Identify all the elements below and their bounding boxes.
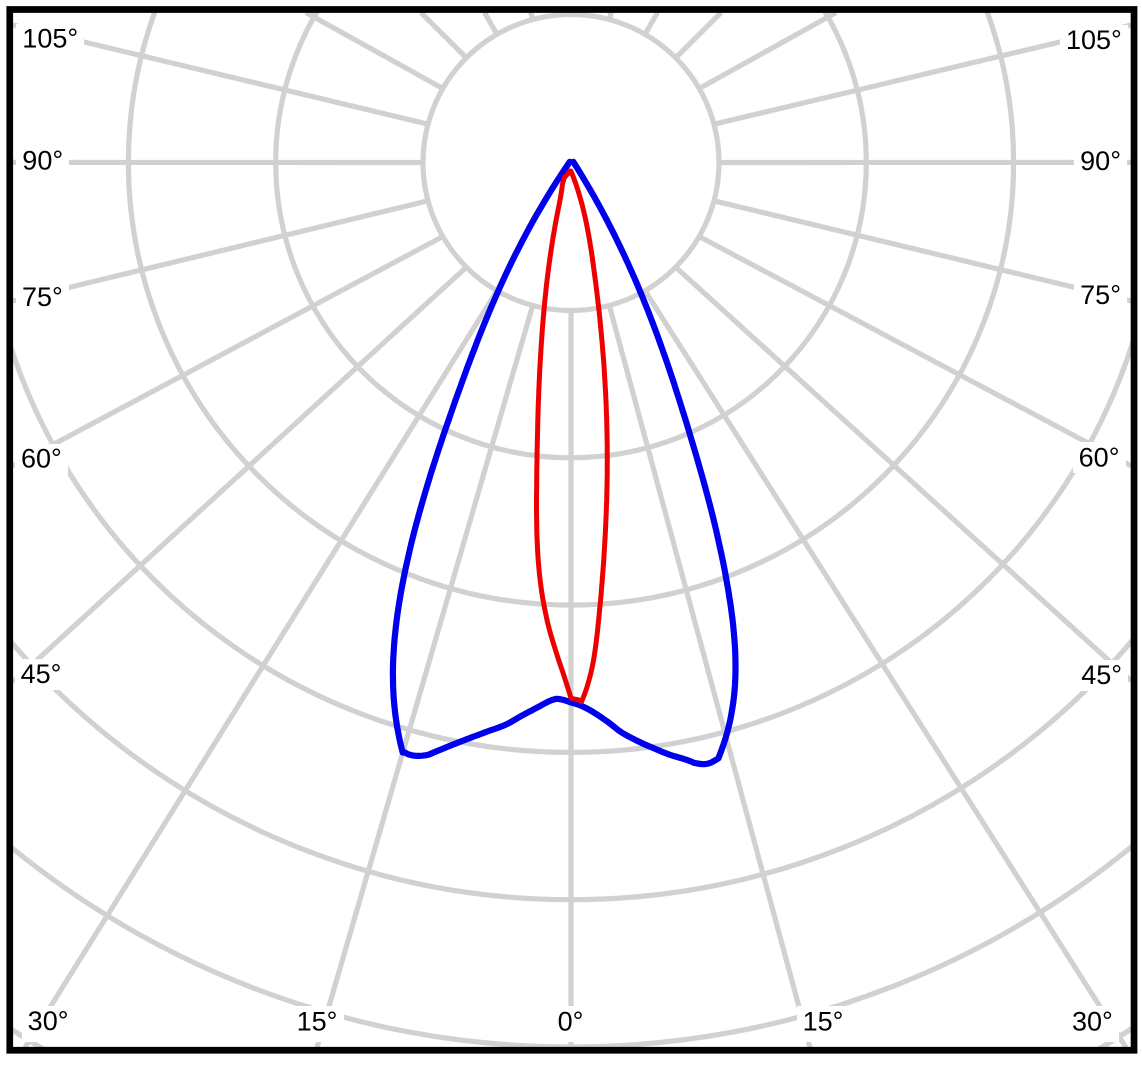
svg-text:30°: 30° [28,1006,69,1036]
svg-text:0°: 0° [558,1007,584,1037]
svg-text:45°: 45° [21,659,62,689]
svg-text:105°: 105° [22,24,78,54]
svg-text:75°: 75° [22,282,63,312]
svg-text:105°: 105° [1066,25,1122,55]
svg-text:90°: 90° [1080,146,1121,176]
svg-text:90°: 90° [22,146,63,176]
svg-text:15°: 15° [803,1007,844,1037]
svg-text:45°: 45° [1081,660,1122,690]
svg-text:60°: 60° [21,444,62,474]
svg-text:30°: 30° [1072,1007,1113,1037]
svg-text:75°: 75° [1080,280,1121,310]
svg-text:15°: 15° [297,1007,338,1037]
svg-text:60°: 60° [1079,443,1120,473]
